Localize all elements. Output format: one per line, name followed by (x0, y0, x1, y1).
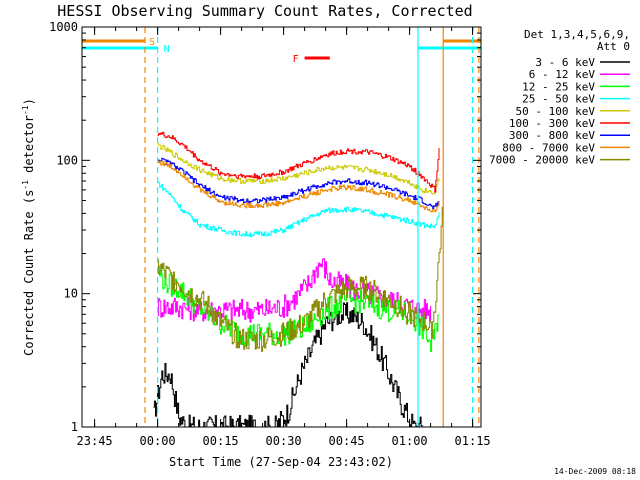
x-tick-label: 01:00 (392, 434, 428, 448)
series-100-300-kev (157, 131, 440, 193)
series-12-25-kev (157, 265, 440, 352)
flare-bar-label: F (293, 54, 299, 65)
x-axis-label: Start Time (27-Sep-04 23:43:02) (169, 455, 393, 469)
legend-label-7000-20000-kev: 7000 - 20000 keV (489, 154, 595, 167)
x-tick-label: 00:30 (266, 434, 302, 448)
y-axis: 1 10 100 1000 (49, 20, 481, 434)
x-tick-label: 00:45 (329, 434, 365, 448)
x-tick-label: 00:00 (140, 434, 176, 448)
series-3-6-kev (153, 302, 423, 428)
legend-label-800-7000-kev: 800 - 7000 keV (502, 141, 595, 154)
y-axis-label: Corrected Count Rate (s-1 detector-1) (21, 98, 36, 356)
footer-timestamp: 14-Dec-2009 08:18 (554, 467, 636, 476)
chart-title: HESSI Observing Summary Count Rates, Cor… (57, 2, 472, 20)
legend-label-6-12-kev: 6 - 12 keV (529, 68, 596, 81)
x-tick-label: 23:45 (77, 434, 113, 448)
legend-label-300-800-kev: 300 - 800 keV (509, 129, 595, 142)
series-6-12-kev (157, 258, 432, 323)
y-tick-label: 1 (71, 420, 78, 434)
series-800-7000-kev (157, 160, 440, 213)
series-7000-20000-kev (157, 206, 444, 352)
legend-label-50-100-kev: 50 - 100 keV (516, 105, 596, 118)
legend-label-25-50-kev: 25 - 50 keV (522, 93, 595, 106)
legend-label-12-25-kev: 12 - 25 keV (522, 80, 595, 93)
night-bar-label: N (164, 44, 170, 55)
y-tick-label: 1000 (49, 20, 78, 34)
series-300-800-kev (157, 157, 440, 209)
x-tick-label: 00:15 (203, 434, 239, 448)
legend-header-line-2: Att 0 (597, 40, 630, 53)
vertical-markers (144, 27, 480, 427)
legend-header-line-1: Det 1,3,4,5,6,9, (524, 28, 630, 41)
plot-frame (81, 26, 482, 428)
legend-label-100-300-kev: 100 - 300 keV (509, 117, 595, 130)
attenuator-bar-label: S (149, 37, 155, 48)
y-tick-label: 100 (56, 153, 78, 167)
x-axis: 23:45 00:00 00:15 00:30 00:45 01:00 01:15 (77, 27, 491, 448)
series-50-100-kev (157, 142, 440, 195)
legend-label-3-6-kev: 3 - 6 keV (535, 56, 595, 69)
y-tick-label: 10 (64, 287, 78, 301)
plot-marks: SN F (82, 37, 481, 428)
series-25-50-kev (157, 181, 440, 237)
x-tick-label: 01:15 (455, 434, 491, 448)
